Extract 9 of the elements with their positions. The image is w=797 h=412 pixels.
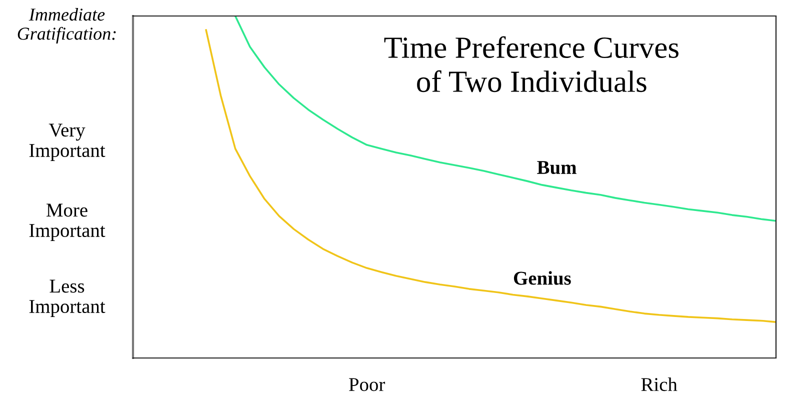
y-axis-title: Immediate Gratification: bbox=[18, 8, 116, 44]
text: Very Important bbox=[29, 124, 106, 161]
x-tick-label: Poor bbox=[349, 378, 386, 392]
series-label: Genius bbox=[514, 271, 571, 285]
text: Less Important bbox=[29, 280, 106, 317]
text: Time Preference Curves of Two Individuals bbox=[384, 36, 678, 92]
series-label: Bum bbox=[537, 161, 576, 174]
text: More Important bbox=[29, 204, 106, 241]
x-tick-label: Rich bbox=[641, 377, 678, 392]
